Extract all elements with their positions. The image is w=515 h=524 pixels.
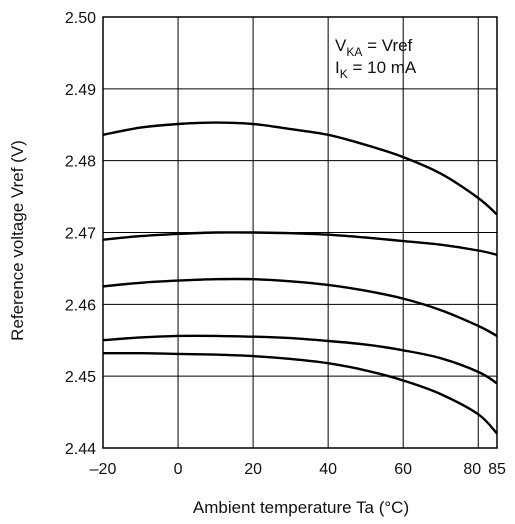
series-layer bbox=[102, 121, 498, 435]
y-tick-label: 2.44 bbox=[65, 441, 96, 458]
x-tick-labels: –20 0 20 40 60 80 85 bbox=[90, 461, 506, 478]
plot-frame bbox=[102, 16, 498, 449]
y-tick-label: 2.47 bbox=[65, 226, 96, 243]
series-line-1 bbox=[102, 121, 498, 216]
x-tick-label: –20 bbox=[90, 461, 117, 478]
series-line-3 bbox=[102, 277, 498, 337]
y-axis-label: Reference voltage Vref (V) bbox=[8, 140, 27, 341]
annotation-vka: VKA = Vref bbox=[335, 36, 413, 59]
y-tick-label: 2.48 bbox=[65, 154, 96, 171]
y-tick-label: 2.46 bbox=[65, 297, 96, 314]
condition-annotation: VKA = Vref IK = 10 mA bbox=[335, 36, 417, 81]
x-tick-label: 40 bbox=[319, 461, 337, 478]
series-line-5 bbox=[102, 351, 498, 435]
series-line-4 bbox=[102, 334, 498, 385]
series-line-2 bbox=[102, 231, 498, 256]
y-tick-label: 2.49 bbox=[65, 82, 96, 99]
x-tick-label: 60 bbox=[394, 461, 412, 478]
y-tick-label: 2.50 bbox=[65, 10, 96, 27]
y-tick-labels: 2.44 2.45 2.46 2.47 2.48 2.49 2.50 bbox=[65, 10, 96, 458]
x-tick-label: 85 bbox=[488, 461, 506, 478]
annotation-ik: IK = 10 mA bbox=[335, 58, 417, 81]
y-tick-label: 2.45 bbox=[65, 369, 96, 386]
x-axis-label: Ambient temperature Ta (°C) bbox=[193, 498, 409, 517]
x-tick-label: 20 bbox=[244, 461, 262, 478]
x-tick-label: 0 bbox=[174, 461, 183, 478]
grid bbox=[103, 17, 497, 448]
x-tick-label: 80 bbox=[463, 461, 481, 478]
